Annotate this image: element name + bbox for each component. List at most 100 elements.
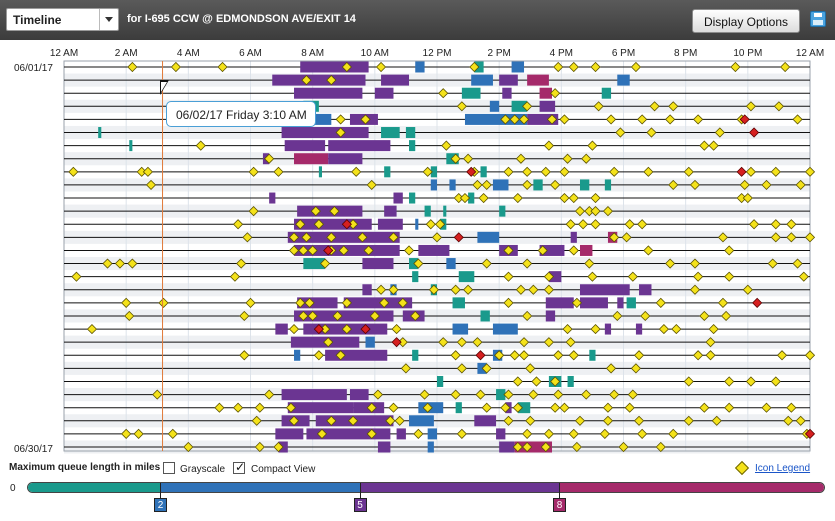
incident-diamond xyxy=(605,363,617,374)
incident-diamond xyxy=(264,389,275,400)
incident-diamond xyxy=(503,415,514,426)
incident-diamond xyxy=(618,441,629,453)
incident-diamond xyxy=(693,350,704,361)
queue-bar xyxy=(294,218,372,230)
save-icon[interactable] xyxy=(810,11,826,27)
incident-diamond xyxy=(450,389,461,400)
incident-diamond xyxy=(86,323,98,335)
queue-bar xyxy=(409,415,434,427)
incident-diamond xyxy=(615,127,626,138)
queue-bar xyxy=(427,428,437,440)
incident-diamond xyxy=(121,297,132,308)
chevron-down-icon[interactable] xyxy=(99,9,118,30)
incident-diamond xyxy=(627,271,638,282)
queue-bar xyxy=(517,402,531,414)
incident-diamond xyxy=(512,376,523,387)
icon-legend-link[interactable]: Icon Legend xyxy=(755,463,811,474)
scale-tick-label: 8 xyxy=(553,498,566,512)
incident-diamond xyxy=(699,310,710,322)
incident-diamond xyxy=(360,114,371,125)
incident-diamond xyxy=(512,192,523,204)
queue-bar xyxy=(415,218,419,230)
incident-diamond xyxy=(295,297,306,308)
incident-diamond xyxy=(522,166,533,177)
incident-diamond xyxy=(568,428,579,439)
scale-segment xyxy=(160,483,360,492)
incident-diamond xyxy=(388,284,399,295)
incident-diamond xyxy=(668,179,679,191)
incident-diamond xyxy=(248,206,259,217)
queue-bar xyxy=(539,244,565,256)
alert-diamond xyxy=(466,166,477,177)
incident-diamond xyxy=(462,284,474,295)
incident-diamond xyxy=(717,297,729,308)
incident-diamond xyxy=(655,297,666,308)
queue-bar xyxy=(480,310,490,322)
incident-diamond xyxy=(724,376,735,387)
grayscale-checkbox[interactable] xyxy=(163,462,175,474)
incident-diamond xyxy=(301,75,312,86)
queue-bar xyxy=(412,271,419,283)
incident-diamond xyxy=(602,415,614,426)
incident-diamond xyxy=(413,428,424,439)
incident-diamond xyxy=(559,402,570,413)
incident-diamond xyxy=(599,428,610,439)
x-tick-label: 2 AM xyxy=(115,48,138,59)
queue-bar xyxy=(287,231,400,243)
incident-diamond xyxy=(574,206,586,217)
incident-diamond xyxy=(341,61,352,73)
incident-diamond xyxy=(770,232,781,243)
incident-diamond xyxy=(347,415,359,426)
incident-diamond xyxy=(776,350,788,361)
incident-diamond xyxy=(714,127,725,138)
incident-diamond xyxy=(578,219,589,230)
incident-diamond xyxy=(543,428,554,439)
incident-diamond xyxy=(145,179,157,191)
queue-bar xyxy=(579,179,590,191)
queue-bar xyxy=(427,441,434,453)
timeline-chart[interactable]: 12 AM 2 AM 4 AM 6 AM 8 AM 10 AM 12 PM 2 PM 4 PM 6… xyxy=(0,40,835,456)
incident-diamond xyxy=(630,363,642,374)
incident-diamond xyxy=(543,284,554,295)
queue-bar xyxy=(418,244,450,256)
incident-diamond xyxy=(481,179,492,191)
incident-diamond xyxy=(742,192,753,204)
queue-bar xyxy=(499,74,518,86)
mouse-cursor-icon xyxy=(160,80,169,95)
incident-diamond xyxy=(245,297,256,308)
incident-diamond xyxy=(602,402,614,413)
incident-diamond xyxy=(459,192,471,204)
incident-diamond xyxy=(522,258,533,269)
incident-diamond xyxy=(671,323,682,335)
incident-diamond xyxy=(571,297,582,308)
incident-diamond xyxy=(720,310,732,322)
x-tick-label: 6 PM xyxy=(612,48,635,59)
x-tick-label: 12 PM xyxy=(423,48,452,59)
queue-bar xyxy=(409,140,416,152)
incident-diamond xyxy=(717,232,729,243)
display-options-button[interactable]: Display Options xyxy=(692,9,800,33)
incident-diamond xyxy=(783,415,794,426)
incident-diamond xyxy=(609,166,620,177)
incident-diamond xyxy=(609,232,620,243)
incident-diamond xyxy=(183,441,194,453)
compact-view-checkbox[interactable] xyxy=(233,460,245,474)
queue-bar xyxy=(384,205,397,217)
view-select[interactable]: Timeline xyxy=(6,8,119,31)
incident-diamond xyxy=(708,140,719,151)
scale-tick-label: 5 xyxy=(353,498,367,512)
queue-bar xyxy=(300,61,369,73)
incident-diamond xyxy=(550,88,561,99)
hover-tooltip: 06/02/17 Friday 3:10 AM xyxy=(166,101,316,127)
incident-diamond xyxy=(546,114,558,125)
queue-bar xyxy=(626,297,636,309)
incident-diamond xyxy=(668,101,679,112)
incident-diamond xyxy=(683,376,694,387)
incident-diamond xyxy=(767,258,778,269)
incident-diamond xyxy=(522,101,533,112)
queue-bar xyxy=(412,349,419,361)
incident-diamond xyxy=(804,166,816,177)
queue-bar xyxy=(377,218,403,230)
incident-diamond xyxy=(422,402,433,413)
incident-diamond xyxy=(522,179,533,191)
